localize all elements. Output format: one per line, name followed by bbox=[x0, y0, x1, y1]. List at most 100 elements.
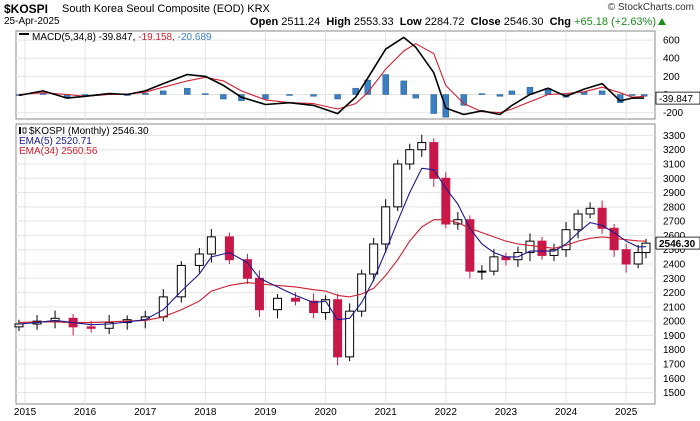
candle-body bbox=[429, 142, 439, 179]
price-y-tick-label: 2100 bbox=[663, 302, 686, 313]
close-value: 2546.30 bbox=[503, 16, 544, 28]
candle-body bbox=[242, 259, 252, 279]
candle-body bbox=[537, 240, 547, 256]
candle-body bbox=[224, 236, 234, 261]
macd-legend-swatch bbox=[19, 33, 29, 35]
price-legend-main: $KOSPI (Monthly) 2546.30 bbox=[29, 126, 149, 137]
candle-body bbox=[104, 322, 114, 329]
macd-panel bbox=[15, 30, 656, 120]
price-y-tick-label: 3000 bbox=[663, 174, 686, 185]
price-legend-ema34: EMA(34) 2560.56 bbox=[19, 146, 98, 157]
candle-body bbox=[291, 297, 301, 302]
brand[interactable]: © StockCharts.com bbox=[607, 2, 694, 13]
candle-body bbox=[206, 236, 216, 255]
macd-histogram-bar bbox=[364, 79, 371, 95]
macd-histogram-bar bbox=[382, 74, 389, 95]
chg-value: +65.18 (+2.63%) bbox=[574, 16, 656, 28]
macd-histogram-bar bbox=[628, 94, 636, 96]
open-value: 2511.24 bbox=[281, 16, 321, 28]
last-price-label: 2546.30 bbox=[659, 239, 696, 250]
candle-body bbox=[465, 219, 475, 272]
x-tick-label: 2015 bbox=[14, 407, 37, 418]
ema5-line bbox=[18, 167, 647, 326]
candle-body bbox=[573, 213, 583, 231]
low-label: Low bbox=[399, 16, 422, 28]
candle-body bbox=[345, 310, 355, 358]
high-label: High bbox=[326, 16, 351, 28]
candle-body bbox=[194, 253, 204, 266]
macd-y-tick-label: 400 bbox=[663, 54, 680, 65]
price-y-tick-label: 2200 bbox=[663, 288, 686, 299]
macd-line bbox=[18, 36, 645, 116]
candle-body bbox=[272, 297, 282, 311]
candle-body bbox=[86, 326, 96, 329]
candle-body bbox=[176, 264, 186, 298]
price-y-tick-label: 3200 bbox=[663, 145, 686, 156]
macd-histogram-bar bbox=[286, 94, 293, 96]
macd-histogram-bar bbox=[160, 90, 167, 95]
price-y-tick-label: 1800 bbox=[663, 345, 686, 356]
price-y-tick-label: 1500 bbox=[663, 388, 686, 399]
up-arrow-icon bbox=[658, 18, 666, 25]
ema34-line bbox=[18, 219, 647, 324]
macd-legend-hist: -20.689 bbox=[178, 32, 212, 43]
candle-body bbox=[633, 252, 643, 265]
symbol: $KOSPI bbox=[4, 2, 49, 16]
x-tick-label: 2021 bbox=[375, 407, 398, 418]
macd-histogram-bar bbox=[310, 94, 317, 97]
price-y-tick-label: 2600 bbox=[663, 231, 686, 242]
macd-histogram-bar bbox=[142, 92, 149, 95]
candle-body bbox=[381, 206, 391, 245]
macd-histogram-bar bbox=[508, 90, 516, 95]
x-tick-label: 2018 bbox=[194, 407, 217, 418]
candle-legend-icon bbox=[19, 127, 21, 134]
price-y-tick-label: 1700 bbox=[663, 360, 686, 371]
candle-body bbox=[417, 142, 427, 151]
macd-histogram-bar bbox=[496, 94, 504, 97]
candle-body bbox=[393, 163, 403, 208]
macd-histogram-bar bbox=[430, 94, 437, 114]
price-y-tick-label: 2900 bbox=[663, 188, 686, 199]
last-price-box bbox=[655, 236, 700, 250]
candle-body bbox=[525, 240, 535, 254]
chg-label: Chg bbox=[549, 16, 571, 28]
macd-legend-signal: -19.158, bbox=[138, 32, 177, 43]
x-tick-label: 2024 bbox=[555, 407, 578, 418]
macd-histogram-bar bbox=[334, 94, 341, 100]
header-row-2: 25-Apr-2025 Open 2511.24 High 2553.33 Lo… bbox=[0, 16, 700, 29]
candle-body bbox=[309, 300, 319, 314]
description: South Korea Seoul Composite (EOD) KRX bbox=[62, 3, 270, 15]
macd-histogram-bar bbox=[598, 90, 606, 95]
high-value: 2553.33 bbox=[353, 16, 394, 28]
close-label: Close bbox=[470, 16, 501, 28]
price-y-tick-label: 1900 bbox=[663, 331, 686, 342]
description-text: South Korea Seoul Composite (EOD) bbox=[62, 3, 245, 15]
price-y-tick-label: 2400 bbox=[663, 260, 686, 271]
header-row-1: $KOSPI South Korea Seoul Composite (EOD)… bbox=[0, 2, 700, 16]
exchange: KRX bbox=[247, 3, 270, 15]
candle-body bbox=[597, 207, 607, 229]
candle-body bbox=[477, 270, 487, 273]
macd-legend: MACD(5,34,8) -39.847, -19.158, -20.689 bbox=[32, 32, 212, 43]
macd-last-value-box bbox=[655, 91, 700, 105]
macd-histogram-bar bbox=[478, 93, 486, 95]
x-tick-label: 2023 bbox=[495, 407, 518, 418]
low-value: 2284.72 bbox=[424, 16, 465, 28]
macd-y-tick-label: 600 bbox=[663, 36, 680, 47]
x-tick-label: 2017 bbox=[134, 407, 157, 418]
candle-body bbox=[50, 317, 60, 322]
candle-body bbox=[14, 323, 24, 328]
price-y-tick-label: 2000 bbox=[663, 317, 686, 328]
candle-body bbox=[369, 243, 379, 275]
macd-y-tick-label: 200 bbox=[663, 72, 680, 83]
x-tick-label: 2020 bbox=[314, 407, 337, 418]
price-legend-ema5: EMA(5) 2520.71 bbox=[19, 136, 92, 147]
candle-legend-icon bbox=[22, 127, 27, 134]
candle-body bbox=[549, 249, 559, 256]
candle-body bbox=[621, 249, 631, 265]
x-tick-label: 2016 bbox=[74, 407, 97, 418]
candle-body bbox=[405, 149, 415, 165]
date: 25-Apr-2025 bbox=[4, 16, 60, 27]
x-tick-label: 2022 bbox=[435, 407, 458, 418]
